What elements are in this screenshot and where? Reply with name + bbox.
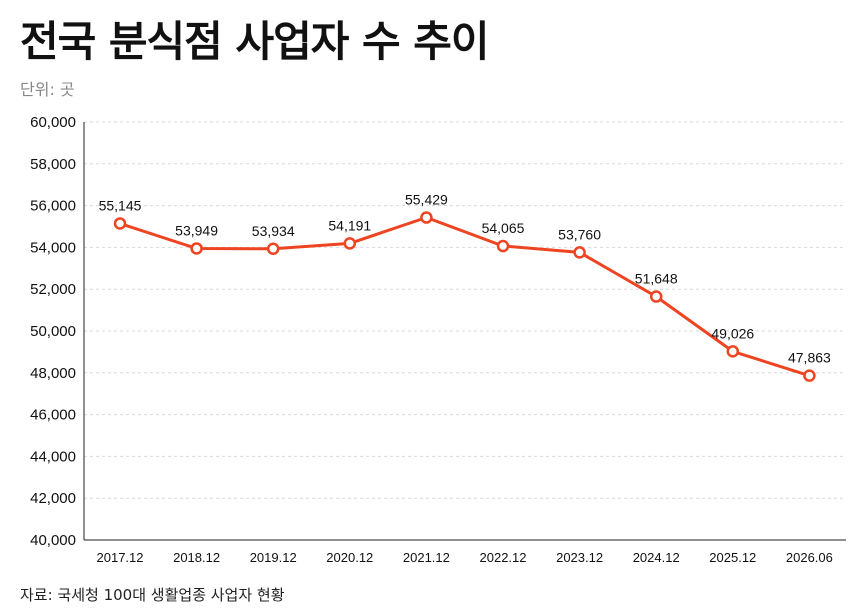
- data-label: 55,145: [99, 197, 142, 213]
- unit-label: 단위: 곳: [20, 80, 75, 99]
- x-tick-label: 2026.06: [786, 550, 833, 565]
- data-label: 54,065: [482, 220, 525, 236]
- y-tick-label: 58,000: [30, 156, 76, 173]
- page-title: 전국 분식점 사업자 수 추이: [20, 17, 490, 66]
- data-label: 55,429: [405, 192, 448, 208]
- data-label: 51,648: [635, 271, 678, 287]
- x-tick-label: 2022.12: [480, 550, 527, 565]
- y-tick-label: 46,000: [30, 407, 76, 424]
- data-point: [190, 242, 203, 255]
- y-tick-label: 42,000: [30, 490, 76, 507]
- data-point: [343, 237, 357, 250]
- y-tick-label: 56,000: [30, 198, 76, 215]
- y-tick-label: 48,000: [30, 365, 76, 382]
- data-label: 53,949: [175, 222, 218, 238]
- y-axis-ticks: 40,000 42,000 44,000 46,000 48,000 50,000 52,0…: [30, 114, 76, 549]
- x-tick-label: 2018.12: [173, 550, 220, 565]
- y-tick-label: 54,000: [30, 239, 76, 256]
- source-note: 자료: 국세청 100대 생활업종 사업자 현황: [20, 586, 285, 604]
- x-tick-label: 2017.12: [97, 550, 144, 565]
- x-tick-label: 2019.12: [250, 550, 297, 565]
- data-point: [803, 369, 816, 382]
- data-label: 54,191: [328, 217, 371, 233]
- data-point: [496, 239, 510, 253]
- x-axis-ticks: 2017.12 2018.12 2019.12 2020.12 2021.12 2022.…: [97, 550, 833, 565]
- data-point: [266, 242, 280, 256]
- data-point: [573, 246, 586, 259]
- y-tick-label: 60,000: [30, 114, 76, 131]
- x-tick-label: 2021.12: [403, 550, 450, 565]
- y-tick-label: 40,000: [30, 532, 76, 549]
- series-line-path: [118, 216, 811, 378]
- data-point: [726, 345, 740, 358]
- data-point: [649, 290, 663, 303]
- x-tick-label: 2024.12: [633, 550, 680, 565]
- x-tick-label: 2025.12: [709, 550, 756, 565]
- y-tick-label: 50,000: [30, 323, 76, 340]
- data-point: [420, 211, 433, 224]
- data-label: 53,934: [252, 223, 295, 239]
- data-labels: 55,145 53,949 53,934 54,191 55,429 54,065 53,7…: [99, 192, 831, 366]
- series-line: [118, 216, 811, 378]
- x-tick-label: 2023.12: [556, 550, 603, 565]
- axes: [83, 122, 846, 541]
- data-label: 53,760: [558, 226, 601, 242]
- x-tick-label: 2020.12: [326, 550, 373, 565]
- grid-lines: [84, 121, 846, 499]
- data-label: 49,026: [711, 325, 754, 341]
- data-point: [113, 217, 127, 230]
- y-tick-label: 52,000: [30, 281, 76, 298]
- y-tick-label: 44,000: [30, 448, 76, 465]
- data-points: [113, 211, 816, 382]
- data-label: 47,863: [788, 350, 831, 366]
